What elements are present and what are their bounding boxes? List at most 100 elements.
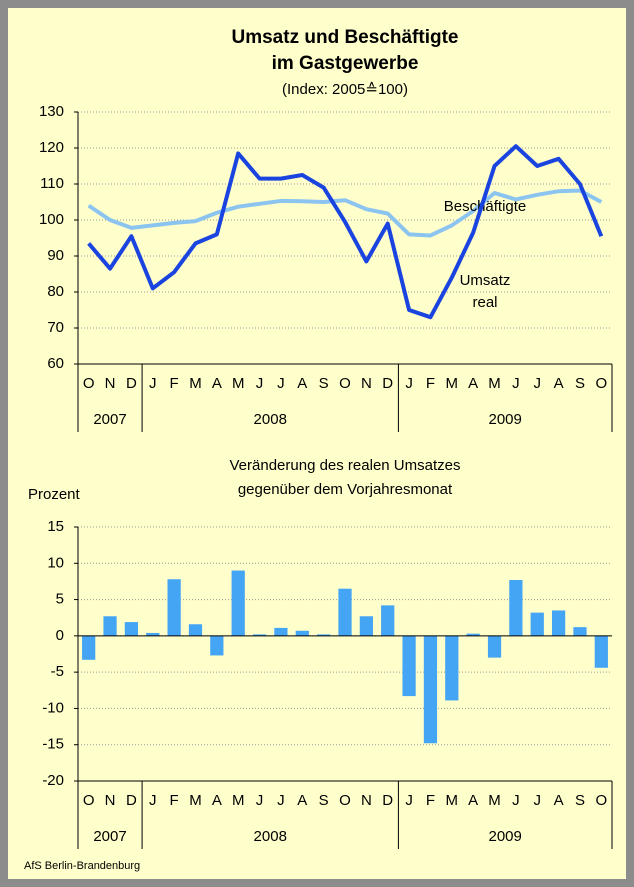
bar — [82, 635, 96, 660]
y-tick-label: 70 — [47, 319, 64, 336]
year-label: 2007 — [93, 828, 126, 845]
x-tick-label: D — [126, 792, 137, 809]
x-tick-label: O — [595, 375, 607, 392]
bar — [594, 635, 608, 668]
x-tick-label: M — [488, 375, 501, 392]
x-tick-label: A — [554, 375, 564, 392]
bar — [252, 634, 267, 636]
bar — [487, 635, 502, 658]
bar — [231, 570, 245, 636]
bar — [338, 588, 352, 636]
series-label-text: Umsatz real — [459, 272, 511, 311]
year-label: 2007 — [93, 411, 126, 428]
series-label-text: Beschäftigte — [443, 198, 527, 215]
x-tick-label: J — [405, 792, 413, 809]
line-series — [87, 144, 604, 320]
x-tick-label: S — [319, 375, 329, 392]
x-tick-label: O — [83, 375, 95, 392]
bar — [295, 630, 309, 636]
x-tick-label: A — [468, 375, 478, 392]
y-tick-label: 15 — [47, 518, 64, 535]
x-tick-label: F — [170, 375, 179, 392]
x-tick-label: A — [468, 792, 478, 809]
chart-title: gegenüber dem Vorjahresmonat — [238, 481, 453, 498]
x-tick-label: O — [83, 792, 95, 809]
y-tick-label: 100 — [39, 211, 64, 228]
x-tick-label: O — [595, 792, 607, 809]
chart-title: Veränderung des realen Umsatzes — [230, 457, 461, 474]
x-tick-label: D — [382, 375, 393, 392]
x-tick-label: O — [339, 792, 351, 809]
x-tick-label: M — [232, 375, 245, 392]
chart-subtitle: (Index: 2005≙100) — [282, 81, 408, 98]
x-tick-label: M — [232, 792, 245, 809]
y-tick-label: 90 — [47, 247, 64, 264]
bar — [509, 579, 523, 636]
x-tick-label: M — [446, 375, 459, 392]
y-tick-label: 120 — [39, 139, 64, 156]
y-tick-label: 0 — [56, 627, 64, 644]
y-tick-label: -15 — [42, 736, 64, 753]
x-tick-label: J — [533, 375, 541, 392]
x-tick-label: M — [189, 375, 202, 392]
x-tick-label: S — [319, 792, 329, 809]
x-tick-label: N — [105, 792, 116, 809]
x-tick-label: F — [170, 792, 179, 809]
series-label: Umsatz real — [459, 272, 511, 311]
x-tick-label: A — [212, 375, 222, 392]
x-tick-label: A — [297, 375, 307, 392]
x-tick-label: S — [575, 375, 585, 392]
x-tick-label: A — [554, 792, 564, 809]
x-tick-label: J — [149, 375, 157, 392]
bar — [188, 624, 203, 636]
bar — [274, 627, 288, 636]
x-tick-label: J — [277, 792, 285, 809]
bar — [317, 634, 331, 636]
y-tick-label: 5 — [56, 591, 64, 608]
year-label: 2009 — [489, 411, 522, 428]
series-label: Beschäftigte — [443, 198, 527, 215]
chart-title: im Gastgewerbe — [272, 53, 419, 74]
bar — [551, 610, 566, 636]
y-tick-label: 80 — [47, 283, 64, 300]
bar — [103, 616, 117, 636]
y-tick-label: 10 — [47, 554, 64, 571]
footer: AfS Berlin-Brandenburg — [24, 860, 140, 872]
bar — [381, 605, 395, 636]
bar — [402, 635, 416, 697]
panel — [8, 8, 626, 879]
x-tick-label: J — [256, 375, 264, 392]
year-label: 2009 — [489, 828, 522, 845]
x-tick-label: D — [126, 375, 137, 392]
x-tick-label: F — [426, 792, 435, 809]
bar — [530, 612, 544, 636]
y-tick-label: -20 — [42, 772, 64, 789]
x-tick-label: J — [277, 375, 285, 392]
x-tick-label: D — [382, 792, 393, 809]
y-tick-label: 130 — [39, 103, 64, 120]
x-tick-label: S — [575, 792, 585, 809]
x-tick-label: F — [426, 375, 435, 392]
y-tick-label: -5 — [51, 663, 64, 680]
y-axis-label: Prozent — [28, 486, 81, 503]
bar — [466, 633, 480, 636]
x-tick-label: J — [533, 792, 541, 809]
y-tick-label: 110 — [40, 175, 64, 192]
x-tick-label: J — [512, 792, 520, 809]
bar — [146, 632, 160, 636]
x-tick-label: M — [488, 792, 501, 809]
y-tick-label: 60 — [47, 355, 64, 372]
bar — [167, 579, 181, 636]
x-tick-label: O — [339, 375, 351, 392]
bar — [124, 622, 139, 636]
x-tick-label: M — [446, 792, 459, 809]
bar — [423, 635, 438, 744]
x-tick-label: N — [105, 375, 116, 392]
x-tick-label: A — [212, 792, 222, 809]
year-label: 2008 — [254, 828, 287, 845]
bar — [359, 616, 373, 636]
x-tick-label: J — [512, 375, 520, 392]
x-tick-label: M — [189, 792, 202, 809]
x-tick-label: N — [361, 375, 372, 392]
